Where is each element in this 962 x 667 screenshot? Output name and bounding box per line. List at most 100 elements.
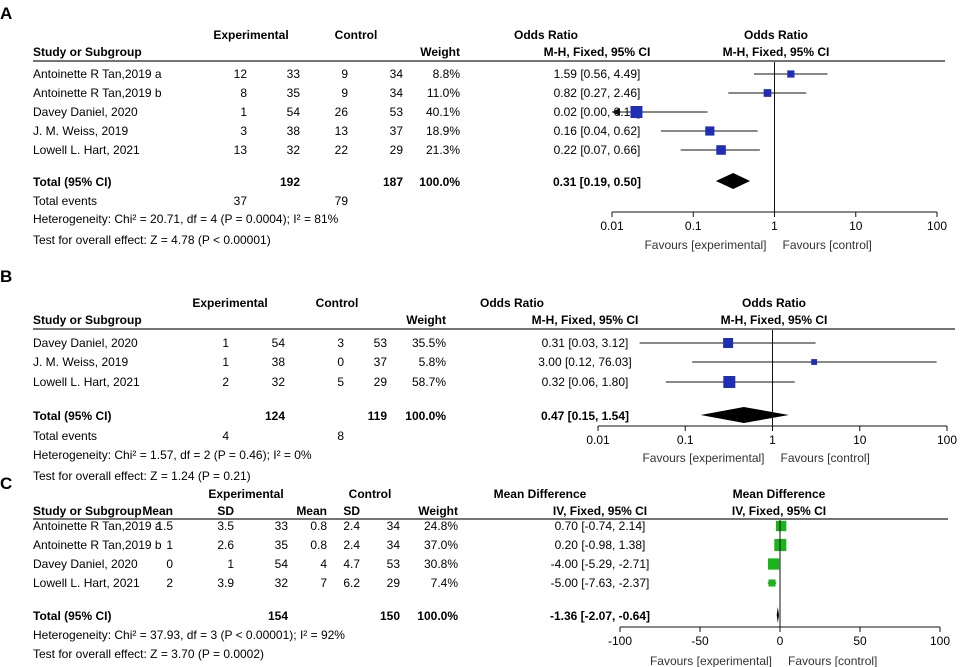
mean-c-cell: 0.8 bbox=[310, 538, 327, 552]
study-column-header: Study or Subgroup bbox=[33, 45, 142, 59]
ev-e-cell: 13 bbox=[234, 143, 248, 157]
tot-e-cell: 35 bbox=[275, 538, 289, 552]
effect-column-title: Mean Difference bbox=[494, 487, 587, 501]
ev-e-cell: 8 bbox=[240, 86, 247, 100]
tot-c-cell: 29 bbox=[374, 375, 388, 389]
x-tick-label: 0.01 bbox=[586, 433, 610, 447]
x-tick-label: 100 bbox=[930, 634, 950, 648]
tot-e-cell: 33 bbox=[275, 519, 289, 533]
study-name: Antoinette R Tan,2019 a bbox=[33, 67, 162, 81]
study-name: Antoinette R Tan,2019 a bbox=[33, 519, 162, 533]
tot-c-cell: 53 bbox=[390, 105, 404, 119]
study-name: Davey Daniel, 2020 bbox=[33, 557, 138, 571]
favours-left-label: Favours [experimental] bbox=[642, 451, 764, 465]
tot-c-cell: 53 bbox=[374, 336, 388, 350]
total-control: 150 bbox=[380, 609, 400, 623]
study-name: J. M. Weiss, 2019 bbox=[33, 124, 128, 138]
control-group-header: Control bbox=[349, 487, 392, 501]
weight-column-header: Weight bbox=[418, 504, 458, 518]
weight-cell: 18.9% bbox=[426, 124, 460, 138]
study-row: Antoinette R Tan,2019 b 8 35 9 34 11.0% 0.82 [… bbox=[33, 86, 640, 100]
weight-cell: 11.0% bbox=[427, 86, 460, 100]
total-events-control: 79 bbox=[335, 194, 349, 208]
total-events-control: 8 bbox=[337, 429, 344, 443]
control-group-header: Control bbox=[335, 28, 378, 42]
sd-e-cell: 3.5 bbox=[217, 519, 234, 533]
weight-column-header: Weight bbox=[406, 313, 446, 327]
plot-title: Mean Difference bbox=[733, 487, 826, 501]
study-row: J. M. Weiss, 2019 3 38 13 37 18.9% 0.16 [0.04,… bbox=[33, 124, 640, 138]
tot-e-cell: 33 bbox=[287, 67, 301, 81]
plot-subtitle: M-H, Fixed, 95% CI bbox=[723, 45, 830, 59]
ev-c-cell: 22 bbox=[335, 143, 349, 157]
ev-c-cell: 9 bbox=[341, 86, 348, 100]
panel-label: B bbox=[0, 267, 12, 286]
weight-column-header: Weight bbox=[420, 45, 460, 59]
plot-title: Odds Ratio bbox=[744, 28, 808, 42]
total-label: Total (95% CI) bbox=[33, 409, 111, 423]
tot-e-cell: 38 bbox=[287, 124, 301, 138]
ev-c-cell: 5 bbox=[337, 375, 344, 389]
mean-c-cell: 7 bbox=[320, 576, 327, 590]
study-marker bbox=[716, 145, 726, 155]
study-marker bbox=[723, 376, 736, 388]
mean-c-cell: 0.8 bbox=[310, 519, 327, 533]
total-row: Total (95% CI) 154 150 100.0% -1.36 [-2.07, … bbox=[33, 609, 650, 623]
total-weight: 100.0% bbox=[419, 175, 460, 189]
study-row: Davey Daniel, 2020 1 54 3 53 35.5% 0.31 [0.03,… bbox=[33, 336, 628, 350]
experimental-group-header: Experimental bbox=[213, 28, 288, 42]
effect-ci-cell: 0.31 [0.03, 3.12] bbox=[542, 336, 629, 350]
ev-e-cell: 3 bbox=[240, 124, 247, 138]
panel-label: C bbox=[0, 474, 12, 493]
effect-ci-cell: 0.02 [0.00, 0.15] bbox=[554, 105, 641, 119]
favours-right-label: Favours [control] bbox=[781, 451, 870, 465]
ev-e-cell: 1 bbox=[240, 105, 247, 119]
total-label: Total (95% CI) bbox=[33, 175, 111, 189]
total-experimental: 154 bbox=[268, 609, 288, 623]
pooled-diamond bbox=[776, 607, 779, 623]
study-marker bbox=[763, 89, 772, 97]
effect-column-header: IV, Fixed, 95% CI bbox=[553, 504, 647, 518]
ci-arrow bbox=[612, 108, 620, 116]
ev-c-cell: 13 bbox=[335, 124, 349, 138]
study-row: J. M. Weiss, 2019 1 38 0 37 5.8% 3.00 [0.12, 7… bbox=[33, 355, 632, 369]
ev-e-cell: 2 bbox=[222, 375, 229, 389]
sd-c-cell: 2.4 bbox=[343, 538, 360, 552]
experimental-group-header: Experimental bbox=[208, 487, 283, 501]
study-name: Antoinette R Tan,2019 b bbox=[33, 538, 162, 552]
mean-e-cell: 2 bbox=[166, 576, 173, 590]
mean-c-cell: 4 bbox=[320, 557, 327, 571]
mean-e-cell: 0 bbox=[166, 557, 173, 571]
effect-column-header: M-H, Fixed, 95% CI bbox=[532, 313, 639, 327]
total-weight: 100.0% bbox=[405, 409, 446, 423]
tot-e-cell: 38 bbox=[272, 355, 286, 369]
weight-cell: 7.4% bbox=[431, 576, 459, 590]
effect-ci-cell: 0.16 [0.04, 0.62] bbox=[554, 124, 641, 138]
x-tick-label: 10 bbox=[849, 219, 863, 233]
total-events-experimental: 4 bbox=[222, 429, 229, 443]
panel-b: B Experimental Control Odds Ratio Odds Ratio… bbox=[0, 267, 957, 483]
tot-e-cell: 35 bbox=[287, 86, 301, 100]
tot-e-cell: 54 bbox=[287, 105, 301, 119]
effect-ci-cell: 0.20 [-0.98, 1.38] bbox=[555, 538, 646, 552]
study-row: Antoinette R Tan,2019 b 1 2.6 35 0.8 2.4 34 37.… bbox=[33, 538, 645, 552]
sd-c-cell: 6.2 bbox=[343, 576, 360, 590]
ev-e-cell: 1 bbox=[222, 336, 229, 350]
total-events-label: Total events bbox=[33, 194, 97, 208]
total-ci: 0.47 [0.15, 1.54] bbox=[541, 409, 629, 423]
tot-e-cell: 32 bbox=[287, 143, 301, 157]
weight-cell: 30.8% bbox=[424, 557, 458, 571]
pooled-diamond bbox=[700, 407, 789, 423]
ev-c-cell: 3 bbox=[337, 336, 344, 350]
tot-e-cell: 32 bbox=[275, 576, 289, 590]
favours-left-label: Favours [experimental] bbox=[650, 654, 772, 667]
control-group-header: Control bbox=[316, 296, 359, 310]
study-row: Lowell L. Hart, 2021 13 32 22 29 21.3% 0.22 [0… bbox=[33, 143, 640, 157]
study-marker bbox=[775, 520, 787, 532]
sd-c-cell: 4.7 bbox=[343, 557, 360, 571]
effect-ci-cell: -4.00 [-5.29, -2.71] bbox=[551, 557, 650, 571]
x-tick-label: 0 bbox=[777, 634, 784, 648]
total-control: 187 bbox=[383, 175, 403, 189]
total-experimental: 192 bbox=[280, 175, 300, 189]
